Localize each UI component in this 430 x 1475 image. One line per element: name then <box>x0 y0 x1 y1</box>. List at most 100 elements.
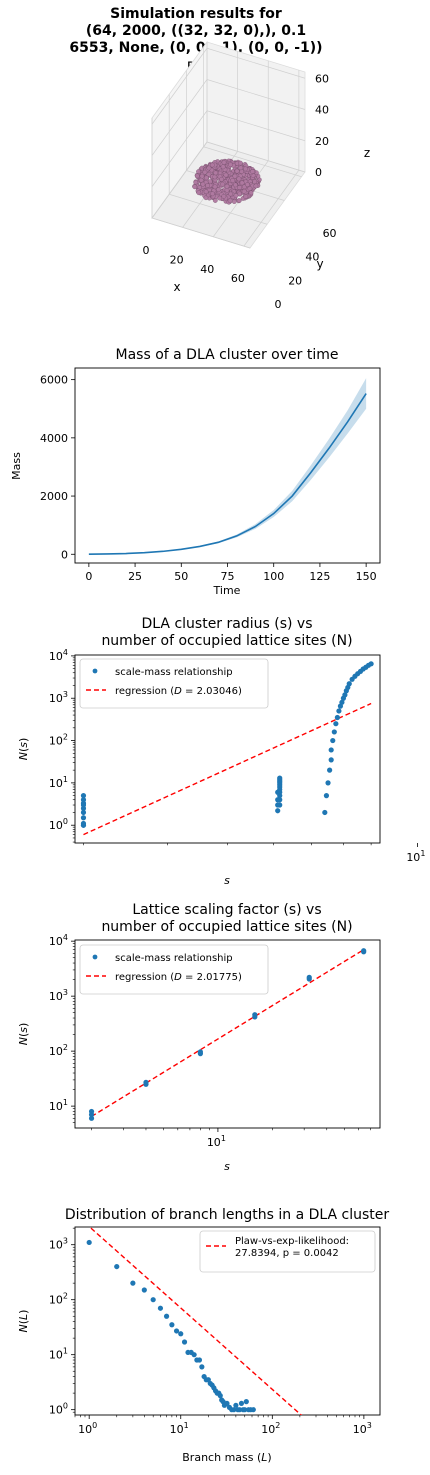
cluster-particle <box>243 194 249 199</box>
plot-area <box>86 1227 303 1415</box>
cluster-particle <box>232 173 238 179</box>
cluster-particle <box>200 181 206 187</box>
y-tick-label: 104 <box>49 648 68 663</box>
data-point <box>199 1364 205 1370</box>
data-point <box>243 1399 249 1405</box>
grid-floor-x <box>212 160 269 237</box>
cluster-particle <box>203 189 209 195</box>
cluster-particle <box>210 191 215 197</box>
data-point <box>277 775 283 781</box>
grid-back-z <box>206 47 306 79</box>
cluster-particle <box>227 198 233 204</box>
y-tick-label: 103 <box>49 988 68 1003</box>
cluster-particle <box>221 194 227 199</box>
data-point <box>333 721 339 727</box>
chart-title: number of occupied lattice sites (N) <box>101 633 352 649</box>
x-axis-label: s <box>224 874 230 887</box>
cluster-particle <box>238 165 244 171</box>
data-point <box>277 797 283 803</box>
x-axis-label: Time <box>213 584 241 597</box>
data-point <box>224 1400 230 1407</box>
cluster-particle <box>192 184 198 190</box>
cluster-particle <box>205 183 210 188</box>
data-point <box>346 681 352 687</box>
x-tick-label: 102 <box>261 1421 280 1436</box>
cluster-particle <box>236 176 242 182</box>
grid-side-z <box>151 110 208 187</box>
y-tick-label: 0 <box>61 548 68 561</box>
data-point <box>330 737 336 744</box>
data-point <box>217 1393 223 1399</box>
data-point <box>197 1049 203 1055</box>
panel-branch-length-distribution: Distribution of branch lengths in a DLA … <box>17 1207 389 1464</box>
x-axis-label: Branch mass (L) <box>182 1451 271 1464</box>
data-point <box>322 809 328 816</box>
x-tick-label: 20 <box>170 253 184 266</box>
cluster-particle <box>236 198 242 203</box>
panel-mass-over-time: Mass of a DLA cluster over time 0 25 50 75 10… <box>10 347 381 597</box>
data-point <box>141 1287 147 1293</box>
x-tick-label: 75 <box>221 570 235 583</box>
x-axis-label: s <box>224 1160 230 1173</box>
data-point <box>173 1328 180 1334</box>
cluster-particle <box>194 173 200 179</box>
z-axis-label: z <box>364 146 370 160</box>
legend-box <box>79 658 269 709</box>
cluster-particle <box>206 165 212 171</box>
data-point <box>231 1407 237 1413</box>
data-point <box>327 767 333 773</box>
cluster-particle <box>228 162 233 168</box>
suptitle-line-1: Simulation results for <box>110 6 282 22</box>
data-point <box>334 714 340 721</box>
legend-label: regression (D = 2.03046) <box>115 686 242 697</box>
y-tick-label: 103 <box>49 690 68 705</box>
data-point <box>331 729 337 735</box>
x-tick-label: 60 <box>231 272 245 285</box>
regression-line <box>88 1227 303 1415</box>
data-point <box>130 1280 136 1286</box>
x-tick-label: 50 <box>174 570 188 583</box>
data-point <box>306 974 312 980</box>
axes-frame <box>74 1226 381 1416</box>
grid-side-z <box>151 141 208 219</box>
cluster-particle <box>223 172 229 178</box>
cluster-particle <box>212 184 218 190</box>
regression-line <box>83 702 372 836</box>
cluster-particle <box>250 169 255 174</box>
cluster-particle <box>216 187 221 193</box>
legend-marker <box>92 954 98 960</box>
x-tick-label: 100 <box>78 1421 97 1436</box>
chart-title: number of occupied lattice sites (N) <box>101 919 352 935</box>
y-axis-label: Mass <box>10 452 23 480</box>
legend: Plaw-vs-exp-likelihood:27.8394, p = 0.00… <box>199 1230 376 1273</box>
data-point <box>80 820 87 827</box>
cluster-particle <box>243 166 248 172</box>
chart-title: Lattice scaling factor (s) vs <box>132 902 321 918</box>
cluster-particle <box>233 193 239 199</box>
y-axis-label: N(L) <box>17 1310 30 1333</box>
grid-floor-y <box>169 193 268 225</box>
y-tick-label: 101 <box>49 1098 68 1113</box>
cluster-particle <box>247 186 253 191</box>
data-point <box>242 1407 248 1413</box>
data-point <box>196 1357 203 1363</box>
data-point <box>323 793 330 799</box>
data-point <box>80 809 87 816</box>
cluster-particle <box>210 162 215 168</box>
y-tick-label: 20 <box>288 274 302 287</box>
regression-line <box>91 949 365 1118</box>
cluster-particle <box>252 179 258 185</box>
data-point <box>250 1407 256 1413</box>
legend-label: scale-mass relationship <box>115 667 233 678</box>
legend: scale-mass relationship regression (D = 2… <box>79 944 269 995</box>
grid-side-z <box>151 79 208 156</box>
cluster-particle <box>204 175 209 181</box>
data-point <box>233 1402 239 1408</box>
suptitle-line-2: (64, 2000, ((32, 32, 0),), 0.1 <box>85 23 307 39</box>
data-point <box>339 699 345 705</box>
suptitle-line-3: 6553, None, (0, 0, -1), (0, 0, -1)) <box>69 40 323 56</box>
legend-box <box>79 944 269 995</box>
grid-floor-y <box>203 146 302 178</box>
data-point <box>143 1079 149 1086</box>
